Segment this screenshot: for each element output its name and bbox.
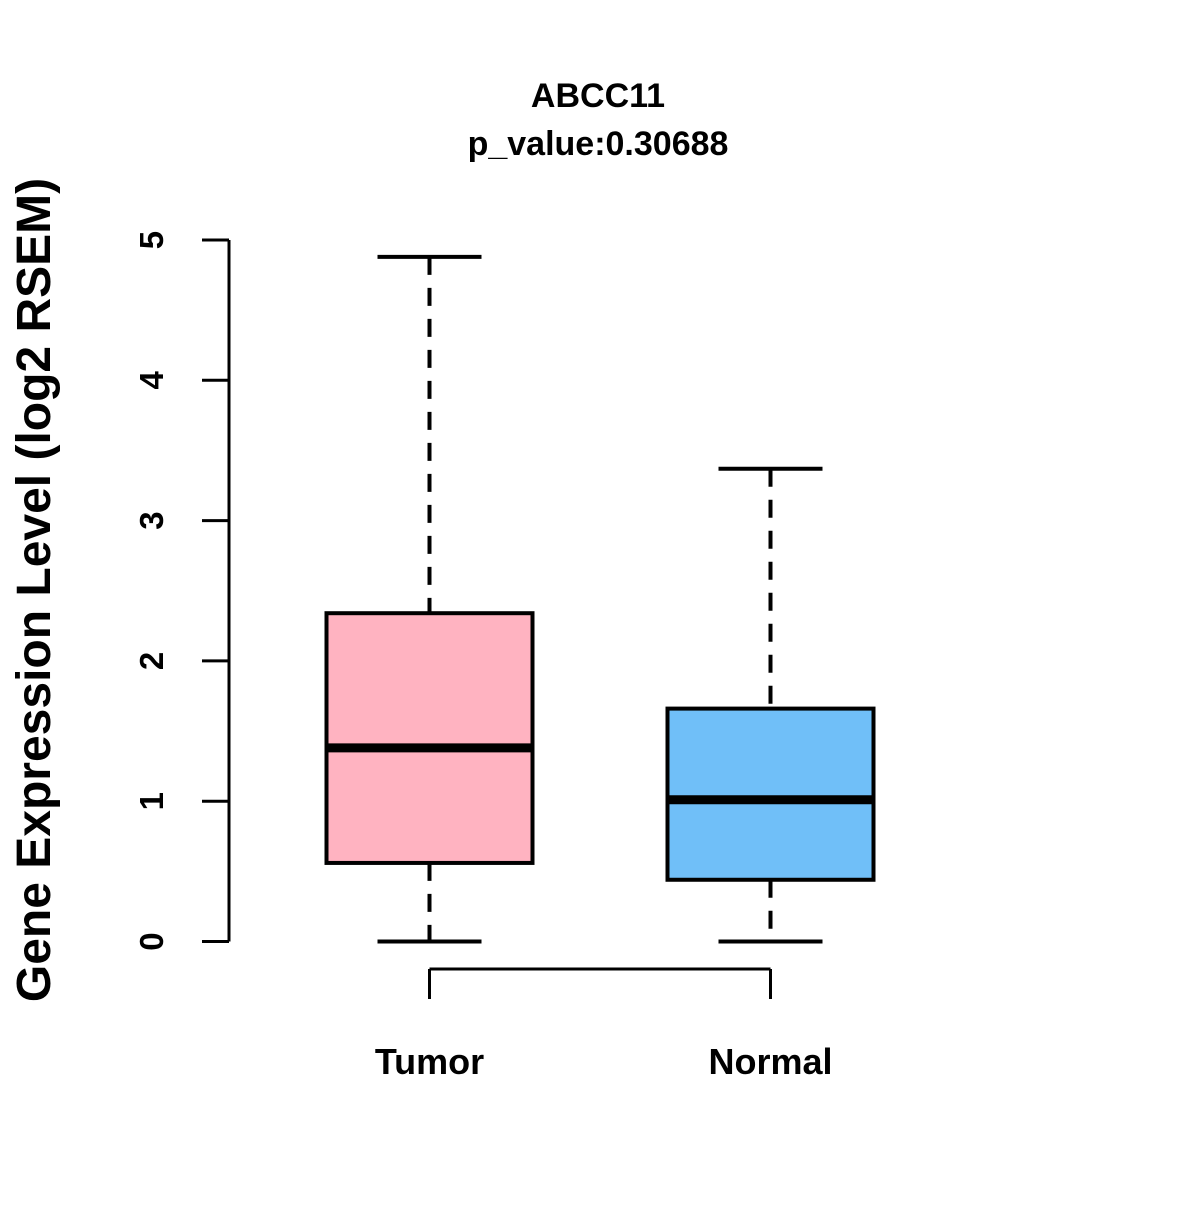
chart-title: ABCC11 bbox=[531, 77, 665, 115]
y-axis: 0 1 2 3 4 5 bbox=[133, 231, 231, 951]
y-tick-label: 1 bbox=[133, 792, 170, 810]
chart-subtitle-pvalue: p_value:0.30688 bbox=[468, 125, 729, 163]
box-group bbox=[324, 254, 876, 944]
tumor-box bbox=[324, 611, 535, 865]
y-axis-title: Gene Expression Level (log2 RSEM) bbox=[8, 178, 61, 1002]
y-tick-label: 2 bbox=[133, 652, 170, 670]
y-tick-label: 0 bbox=[133, 932, 170, 950]
x-category-label-normal: Normal bbox=[708, 1041, 832, 1082]
y-tick-label: 5 bbox=[133, 231, 170, 249]
x-category-label-tumor: Tumor bbox=[375, 1041, 484, 1082]
y-tick-label: 3 bbox=[133, 511, 170, 529]
x-axis-labels: Tumor Normal bbox=[375, 1041, 833, 1082]
y-tick-label: 4 bbox=[133, 370, 170, 389]
x-axis bbox=[428, 967, 772, 999]
normal-box bbox=[665, 706, 876, 882]
